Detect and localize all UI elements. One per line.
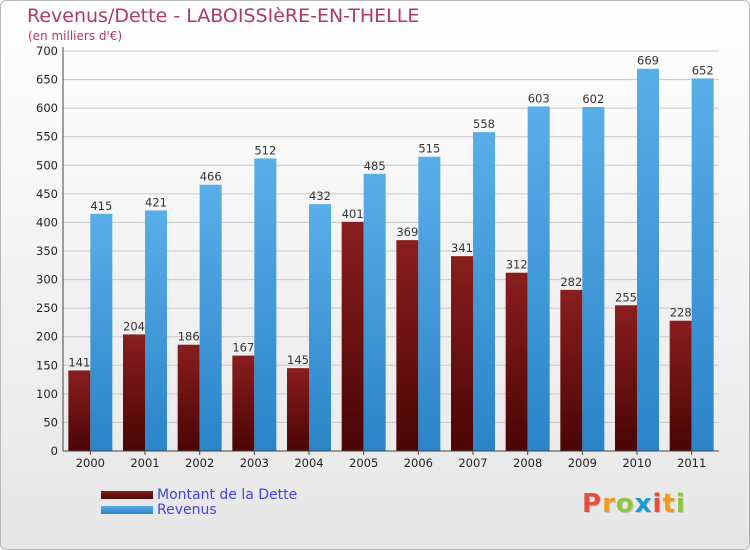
x-tick-label: 2008 xyxy=(513,456,542,470)
value-label-debt: 228 xyxy=(670,306,692,320)
value-label-revenue: 669 xyxy=(637,54,659,68)
y-tick-label: 150 xyxy=(36,358,58,372)
legend-label-revenue: Revenus xyxy=(157,502,217,518)
bar-revenue xyxy=(309,204,331,451)
y-tick-label: 700 xyxy=(36,44,58,58)
logo-letter: P xyxy=(582,489,603,519)
bar-debt xyxy=(287,368,309,451)
x-tick-label: 2005 xyxy=(349,456,378,470)
bar-revenue xyxy=(90,213,113,451)
value-label-revenue: 603 xyxy=(528,91,550,105)
value-label-debt: 204 xyxy=(123,319,145,333)
value-label-revenue: 602 xyxy=(582,92,604,106)
x-tick-label: 2010 xyxy=(622,456,651,470)
value-label-revenue: 512 xyxy=(254,143,276,157)
value-label-revenue: 485 xyxy=(364,159,386,173)
y-tick-label: 400 xyxy=(36,215,58,229)
bar-debt xyxy=(232,355,255,451)
x-tick-label: 2003 xyxy=(240,456,269,470)
legend-item-revenue: Revenus xyxy=(101,502,217,518)
y-tick-label: 250 xyxy=(36,301,58,315)
value-label-debt: 186 xyxy=(178,330,200,344)
y-tick-label: 500 xyxy=(36,158,58,172)
value-label-debt: 167 xyxy=(232,341,254,355)
y-tick-label: 650 xyxy=(36,73,58,87)
bar-revenue xyxy=(254,158,277,451)
y-tick-label: 100 xyxy=(36,387,58,401)
y-tick-label: 550 xyxy=(36,130,58,144)
value-label-debt: 312 xyxy=(506,258,528,272)
x-tick-label: 2009 xyxy=(568,456,597,470)
bar-revenue xyxy=(637,68,659,451)
chart-title: Revenus/Dette - LABOISSIèRE-EN-THELLE xyxy=(27,5,420,27)
bar-debt xyxy=(451,256,473,451)
proxiti-logo: Proxiti xyxy=(582,489,686,519)
value-label-debt: 341 xyxy=(451,241,473,255)
bar-revenue xyxy=(418,156,441,451)
value-label-debt: 145 xyxy=(287,353,309,367)
bar-debt xyxy=(560,289,583,451)
bar-debt xyxy=(341,221,364,451)
bar-debt xyxy=(123,334,145,451)
x-tick-label: 2011 xyxy=(677,456,706,470)
x-tick-label: 2006 xyxy=(404,456,433,470)
bar-revenue xyxy=(527,106,550,451)
x-tick-label: 2007 xyxy=(458,456,487,470)
bar-revenue xyxy=(691,78,714,451)
bar-revenue xyxy=(582,107,605,451)
value-label-revenue: 515 xyxy=(418,142,440,156)
bar-revenue xyxy=(199,184,222,451)
legend-swatch-revenue xyxy=(101,506,153,514)
bar-debt xyxy=(68,370,91,451)
bar-revenue xyxy=(473,132,495,451)
logo-letter: x xyxy=(634,489,653,519)
x-tick-label: 2000 xyxy=(76,456,105,470)
value-label-debt: 282 xyxy=(560,275,582,289)
value-label-debt: 255 xyxy=(615,290,637,304)
value-label-revenue: 652 xyxy=(692,63,714,77)
logo-letter: o xyxy=(615,489,635,519)
y-tick-label: 600 xyxy=(36,101,58,115)
bar-debt xyxy=(177,344,200,451)
y-tick-label: 350 xyxy=(36,244,58,258)
value-label-revenue: 421 xyxy=(145,195,167,209)
y-tick-label: 300 xyxy=(36,273,58,287)
value-label-revenue: 432 xyxy=(309,189,331,203)
x-tick-label: 2001 xyxy=(130,456,159,470)
legend-swatch-debt xyxy=(101,491,153,499)
legend-item-debt: Montant de la Dette xyxy=(101,487,297,503)
legend-label-debt: Montant de la Dette xyxy=(157,487,298,503)
y-tick-label: 450 xyxy=(36,187,58,201)
value-label-revenue: 466 xyxy=(200,170,222,184)
logo-letter: r xyxy=(602,489,616,519)
value-label-debt: 369 xyxy=(396,225,418,239)
y-tick-label: 0 xyxy=(51,444,58,458)
logo-letter: i xyxy=(652,489,663,519)
bar-revenue xyxy=(145,210,167,451)
bar-debt xyxy=(396,240,419,451)
x-tick-label: 2002 xyxy=(185,456,214,470)
value-label-debt: 401 xyxy=(342,207,364,221)
x-tick-label: 2004 xyxy=(294,456,323,470)
value-label-debt: 141 xyxy=(68,355,90,369)
logo-letter: i xyxy=(675,489,686,519)
chart-subtitle: (en milliers d'€) xyxy=(28,29,123,43)
bar-debt xyxy=(669,320,692,451)
value-label-revenue: 558 xyxy=(473,117,495,131)
bar-debt xyxy=(505,272,528,451)
y-tick-label: 200 xyxy=(36,330,58,344)
bar-debt xyxy=(615,305,637,451)
y-tick-label: 50 xyxy=(43,415,58,429)
value-label-revenue: 415 xyxy=(90,199,112,213)
bar-revenue xyxy=(363,173,386,451)
logo-letter: t xyxy=(662,489,676,519)
